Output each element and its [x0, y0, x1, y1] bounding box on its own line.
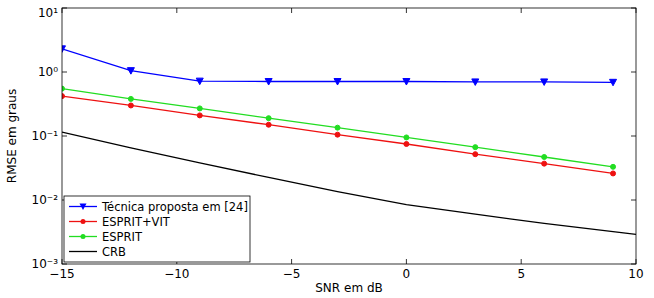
x-tick [291, 8, 292, 13]
x-tick [406, 259, 407, 264]
plot-background [62, 8, 636, 264]
y-tick [62, 136, 67, 137]
marker [128, 96, 133, 101]
marker [196, 78, 203, 85]
legend: Técnica proposta em [24]ESPRIT+VITESPRIT… [64, 196, 250, 262]
y-tick [631, 136, 636, 137]
legend-label: Técnica proposta em [24] [101, 200, 248, 214]
legend-marker [81, 219, 86, 224]
plot-marks [62, 46, 636, 235]
x-tick-label: 10 [628, 267, 643, 281]
legend-marker [80, 204, 87, 211]
y-tick [62, 72, 67, 73]
series-line [62, 49, 613, 82]
y-tick-label: 10⁻² [32, 193, 59, 207]
marker [404, 135, 409, 140]
legend-label: ESPRIT+VIT [102, 215, 171, 229]
marker [473, 152, 478, 157]
y-axis-label: RMSE em graus [5, 89, 19, 183]
legend-label: ESPRIT [102, 230, 143, 244]
marker [266, 122, 271, 127]
x-tick-label: −5 [283, 267, 301, 281]
marker [197, 106, 202, 111]
x-tick [291, 259, 292, 264]
marker [472, 79, 479, 86]
marker [62, 46, 66, 53]
marker [335, 125, 340, 130]
marker [404, 141, 409, 146]
y-tick-label: 10¹ [38, 6, 58, 20]
marker [542, 161, 547, 166]
y-tick [631, 200, 636, 201]
series-line [62, 132, 636, 234]
x-tick-label: 5 [517, 267, 525, 281]
marker [542, 154, 547, 159]
legend-marker [81, 234, 86, 239]
marker [611, 164, 616, 169]
legend-box [64, 196, 250, 262]
y-tick-label: 10⁻¹ [32, 129, 59, 143]
y-tick [631, 72, 636, 73]
chart: −15−10−5051010⁻³10⁻²10⁻¹10⁰10¹SNR em dBR… [0, 0, 654, 298]
legend-label: CRB [102, 245, 126, 259]
marker [403, 79, 410, 86]
marker [334, 79, 341, 86]
marker [611, 171, 616, 176]
marker [265, 79, 272, 86]
legend-swatch [69, 251, 97, 252]
marker [127, 68, 134, 75]
marker [335, 132, 340, 137]
y-tick-label: 10⁰ [38, 65, 58, 79]
marker [128, 103, 133, 108]
series-line [62, 96, 613, 173]
x-tick [521, 8, 522, 13]
marker [610, 79, 617, 86]
x-tick [406, 8, 407, 13]
series-line [62, 89, 613, 167]
marker [473, 145, 478, 150]
marker [541, 79, 548, 86]
plot-frame [62, 8, 636, 264]
x-tick-label: 0 [403, 267, 411, 281]
x-tick [521, 259, 522, 264]
marker [197, 113, 202, 118]
x-tick [176, 8, 177, 13]
y-tick-label: 10⁻³ [32, 257, 59, 271]
marker [266, 116, 271, 121]
x-axis-label: SNR em dB [315, 281, 382, 295]
x-tick-label: −10 [164, 267, 189, 281]
